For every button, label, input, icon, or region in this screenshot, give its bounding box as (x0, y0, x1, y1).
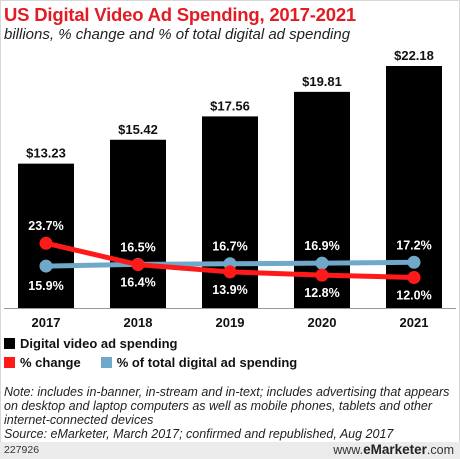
x-tick-label: 2017 (32, 315, 61, 330)
bar-value-label: $13.23 (26, 146, 66, 161)
source-text: Source: eMarketer, March 2017; confirmed… (4, 427, 394, 441)
legend-label-bar: Digital video ad spending (20, 336, 178, 351)
x-tick-label: 2020 (308, 315, 337, 330)
bar-2019 (202, 116, 258, 308)
share-of-total-label: 16.5% (120, 240, 155, 254)
legend-swatch-change (4, 357, 15, 368)
pct-change-label: 12.8% (304, 286, 339, 300)
share-of-total-label: 15.9% (28, 279, 63, 293)
chart-title: US Digital Video Ad Spending, 2017-2021 (4, 4, 357, 25)
pct-change-label: 12.0% (396, 289, 431, 303)
pct-change-label: 16.4% (120, 276, 155, 290)
bar-value-label: $15.42 (118, 122, 158, 137)
bar-value-label: $22.18 (394, 48, 434, 63)
emarketer-logo: www.eMarketer.com (333, 442, 454, 457)
bar-value-label: $17.56 (210, 98, 250, 113)
share-of-total-label: 16.7% (212, 240, 247, 254)
legend-row-1: Digital video ad spending (4, 336, 177, 351)
chart-subtitle: billions, % change and % of total digita… (4, 26, 351, 43)
legend-label-share: % of total digital ad spending (116, 355, 298, 370)
x-tick-label: 2019 (216, 315, 245, 330)
bar-2018 (110, 139, 166, 308)
legend-row-2: % change % of total digital ad spending (4, 355, 297, 370)
pct-change-point (407, 271, 421, 284)
pct-change-point (131, 258, 145, 272)
legend-label-change: % change (20, 355, 81, 370)
note-text: Note: includes in-banner, in-stream and … (4, 385, 450, 427)
pct-change-label: 13.9% (212, 283, 247, 297)
chart-id: 227926 (4, 444, 40, 456)
pct-change-point (39, 236, 53, 250)
chart-plot: $13.23 $15.42 $17.56 $19.81 $22.18 23.7% 16.4%… (4, 48, 456, 330)
pct-change-point (223, 265, 237, 279)
x-tick-label: 2018 (124, 315, 153, 330)
share-of-total-point (315, 256, 329, 270)
bar-value-label: $19.81 (302, 74, 342, 89)
share-of-total-point (39, 259, 53, 273)
legend-swatch-bar (4, 338, 15, 349)
legend-swatch-share (100, 357, 112, 368)
footer-bar: 227926 www.eMarketer.com (0, 442, 460, 459)
share-of-total-point (407, 255, 421, 269)
pct-change-point (315, 268, 329, 282)
share-of-total-label: 16.9% (304, 239, 339, 253)
chart-notes: Note: includes in-banner, in-stream and … (4, 385, 456, 441)
x-tick-label: 2021 (400, 315, 429, 330)
pct-change-label: 23.7% (28, 219, 63, 233)
bar-2017 (18, 163, 74, 308)
share-of-total-label: 17.2% (396, 238, 431, 252)
